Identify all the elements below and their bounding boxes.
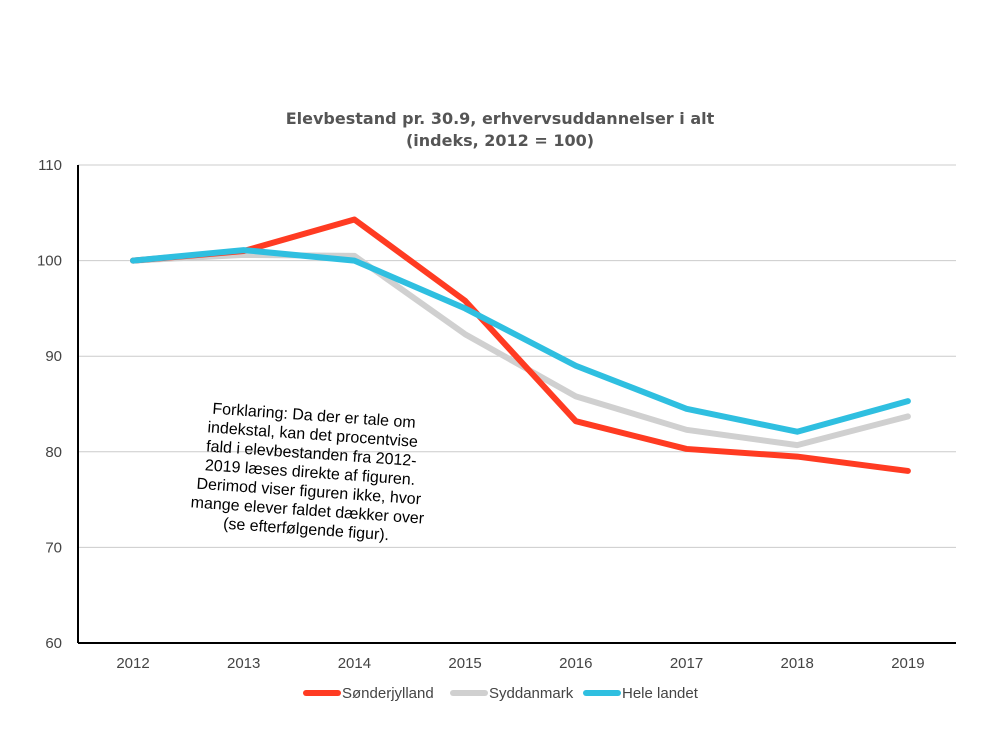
chart-subtitle: (indeks, 2012 = 100): [406, 131, 594, 150]
series-line-0: [130, 216, 911, 474]
x-tick-label: 2019: [891, 655, 924, 672]
x-tick-label: 2016: [559, 655, 592, 672]
series-lines: [130, 216, 911, 474]
y-tick-label: 70: [45, 539, 62, 556]
series-line-2: [130, 247, 911, 435]
x-tick-label: 2015: [448, 655, 481, 672]
legend: Sønderjylland Syddanmark Hele landet: [303, 685, 699, 702]
y-axis-ticks: 60 70 80 90 100 110: [37, 157, 62, 652]
legend-label: Hele landet: [622, 685, 699, 702]
annotation-text: Forklaring: Da der er tale om indekstal, …: [181, 398, 440, 548]
x-axis-ticks: 2012 2013 2014 2015 2016 2017 2018 2019: [116, 655, 924, 672]
legend-label: Sønderjylland: [342, 685, 434, 702]
legend-label: Syddanmark: [489, 685, 574, 702]
y-tick-label: 80: [45, 444, 62, 461]
x-tick-label: 2014: [338, 655, 371, 672]
y-tick-label: 100: [37, 253, 62, 270]
y-tick-label: 110: [38, 157, 62, 174]
y-tick-label: 90: [45, 348, 62, 365]
x-tick-label: 2017: [670, 655, 703, 672]
x-tick-label: 2018: [781, 655, 814, 672]
x-tick-label: 2012: [116, 655, 149, 672]
x-tick-label: 2013: [227, 655, 260, 672]
chart-title: Elevbestand pr. 30.9, erhvervsuddannelse…: [286, 109, 715, 128]
y-tick-label: 60: [45, 635, 62, 652]
